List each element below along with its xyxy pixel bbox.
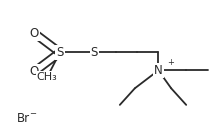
Text: O: O [30,27,39,40]
Text: S: S [91,46,98,59]
Text: N: N [154,64,163,77]
Text: +: + [167,58,174,67]
Text: −: − [29,109,36,118]
Text: S: S [56,46,64,59]
Text: O: O [30,65,39,78]
Text: CH₃: CH₃ [37,72,57,82]
Text: Br: Br [17,112,30,125]
